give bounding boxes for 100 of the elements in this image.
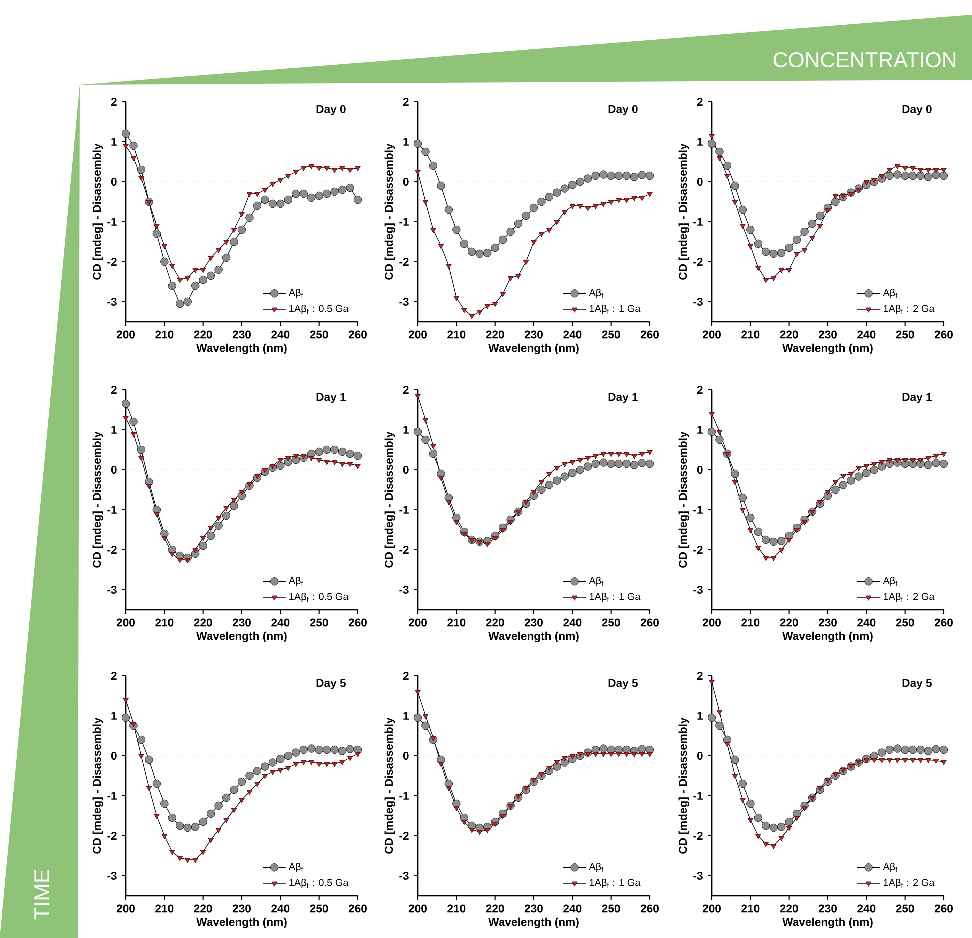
- x-tick-label: 240: [272, 330, 290, 339]
- x-axis-title: Wavelength (nm): [782, 918, 873, 929]
- x-tick-label: 210: [448, 904, 466, 913]
- x-tick-label: 230: [232, 618, 251, 627]
- legend-label: 1Aβ$_{f}$ : 0.5 Ga: [290, 878, 349, 888]
- y-tick-label: 0: [403, 178, 409, 186]
- x-tick-label: 200: [408, 618, 427, 627]
- y-tick-label: -2: [694, 832, 703, 840]
- x-tick-label: 230: [524, 904, 543, 913]
- x-tick-label: 210: [742, 330, 760, 339]
- y-tick-label: -3: [108, 298, 117, 306]
- x-tick-label: 250: [896, 618, 914, 627]
- y-tick-label: 0: [697, 752, 703, 760]
- x-tick-label: 260: [934, 618, 953, 627]
- x-tick-label: 240: [858, 904, 876, 913]
- x-tick-label: 220: [486, 904, 504, 913]
- x-axis-title: Wavelength (nm): [196, 632, 287, 643]
- x-tick-label: 220: [780, 904, 798, 913]
- y-axis-title: CD [mdeg] - Disassembly: [678, 144, 690, 280]
- x-tick-label: 220: [486, 330, 504, 339]
- y-tick-label: -3: [400, 872, 409, 880]
- x-tick-label: 200: [702, 330, 721, 339]
- y-axis-title: CD [mdeg] - Disassembly: [678, 432, 690, 568]
- y-tick-label: -1: [694, 792, 703, 800]
- x-tick-label: 210: [448, 618, 466, 627]
- chart-title: Day 0: [608, 105, 638, 116]
- x-tick-label: 240: [564, 618, 582, 627]
- legend-label: Aβ$_{f}$: [288, 577, 304, 586]
- x-tick-label: 250: [602, 618, 620, 627]
- x-tick-label: 250: [310, 904, 328, 913]
- y-tick-label: -3: [694, 298, 703, 306]
- x-tick-label: 240: [858, 618, 876, 627]
- x-tick-label: 230: [818, 904, 837, 913]
- chart-title: Day 5: [902, 679, 932, 690]
- chart-title: Day 1: [608, 393, 638, 404]
- legend-label: Aβ$_{f}$: [288, 863, 304, 872]
- y-tick-label: 1: [404, 138, 409, 146]
- x-tick-label: 260: [640, 618, 659, 627]
- y-tick-label: -2: [108, 258, 117, 266]
- y-tick-label: -1: [400, 506, 409, 514]
- x-tick-label: 250: [896, 904, 914, 913]
- y-tick-label: 2: [403, 98, 409, 106]
- x-axis-title: Wavelength (nm): [196, 918, 287, 929]
- y-tick-label: 0: [697, 178, 703, 186]
- y-tick-label: -2: [108, 546, 117, 554]
- y-tick-label: 1: [698, 138, 703, 146]
- y-axis-title: CD [mdeg] - Disassembly: [92, 144, 104, 280]
- x-axis-title: Wavelength (nm): [782, 632, 873, 643]
- y-tick-label: 2: [697, 672, 703, 680]
- x-tick-label: 220: [780, 330, 798, 339]
- x-tick-label: 200: [702, 904, 721, 913]
- y-tick-label: -2: [400, 546, 409, 554]
- x-tick-label: 250: [310, 618, 328, 627]
- legend-label: Aβ$_{f}$: [288, 289, 304, 298]
- x-tick-label: 220: [486, 618, 504, 627]
- x-tick-label: 200: [408, 904, 427, 913]
- y-tick-label: -3: [108, 586, 117, 594]
- y-tick-label: 2: [111, 98, 117, 106]
- x-tick-label: 260: [348, 904, 367, 913]
- chart-title: Day 1: [316, 393, 346, 404]
- x-tick-label: 210: [156, 330, 174, 339]
- y-tick-label: 2: [697, 386, 703, 394]
- y-tick-label: -3: [694, 872, 703, 880]
- text: CONCENTRATION: [774, 52, 956, 68]
- x-tick-label: 260: [348, 618, 367, 627]
- y-tick-label: -3: [694, 586, 703, 594]
- y-tick-label: -2: [400, 832, 409, 840]
- x-tick-label: 230: [524, 330, 543, 339]
- x-tick-label: 240: [272, 904, 290, 913]
- y-tick-label: 0: [697, 466, 703, 474]
- x-tick-label: 220: [194, 618, 212, 627]
- y-tick-label: 2: [403, 386, 409, 394]
- legend-label: Aβ$_{f}$: [883, 289, 898, 298]
- x-tick-label: 230: [524, 618, 543, 627]
- y-tick-label: -1: [694, 506, 703, 514]
- y-axis-title: CD [mdeg] - Disassembly: [384, 718, 396, 854]
- y-tick-label: 1: [112, 138, 117, 146]
- y-tick-label: 2: [111, 672, 117, 680]
- legend-label: 1Aβ$_{f}$ : 1 Ga: [590, 304, 641, 314]
- x-tick-label: 200: [116, 904, 135, 913]
- x-tick-label: 240: [564, 904, 582, 913]
- x-tick-label: 260: [640, 904, 659, 913]
- x-tick-label: 200: [702, 618, 721, 627]
- x-tick-label: 240: [564, 330, 582, 339]
- y-tick-label: 2: [111, 386, 117, 394]
- y-tick-label: 1: [698, 426, 703, 434]
- y-tick-label: 0: [111, 466, 117, 474]
- y-tick-label: 1: [404, 426, 409, 434]
- legend-label: 1Aβ$_{f}$ : 2 Ga: [884, 592, 935, 602]
- y-tick-label: 0: [111, 178, 117, 186]
- chart-title: Day 5: [316, 679, 346, 690]
- y-axis-title: CD [mdeg] - Disassembly: [678, 718, 690, 854]
- legend-label: Aβ$_{f}$: [589, 863, 604, 872]
- legend-label: Aβ$_{f}$: [883, 863, 898, 872]
- legend-label: 1Aβ$_{f}$ : 0.5 Ga: [290, 592, 349, 602]
- x-tick-label: 250: [602, 904, 620, 913]
- y-tick-label: 0: [403, 752, 409, 760]
- x-tick-label: 240: [858, 330, 876, 339]
- x-tick-label: 210: [742, 904, 760, 913]
- y-tick-label: -1: [400, 792, 409, 800]
